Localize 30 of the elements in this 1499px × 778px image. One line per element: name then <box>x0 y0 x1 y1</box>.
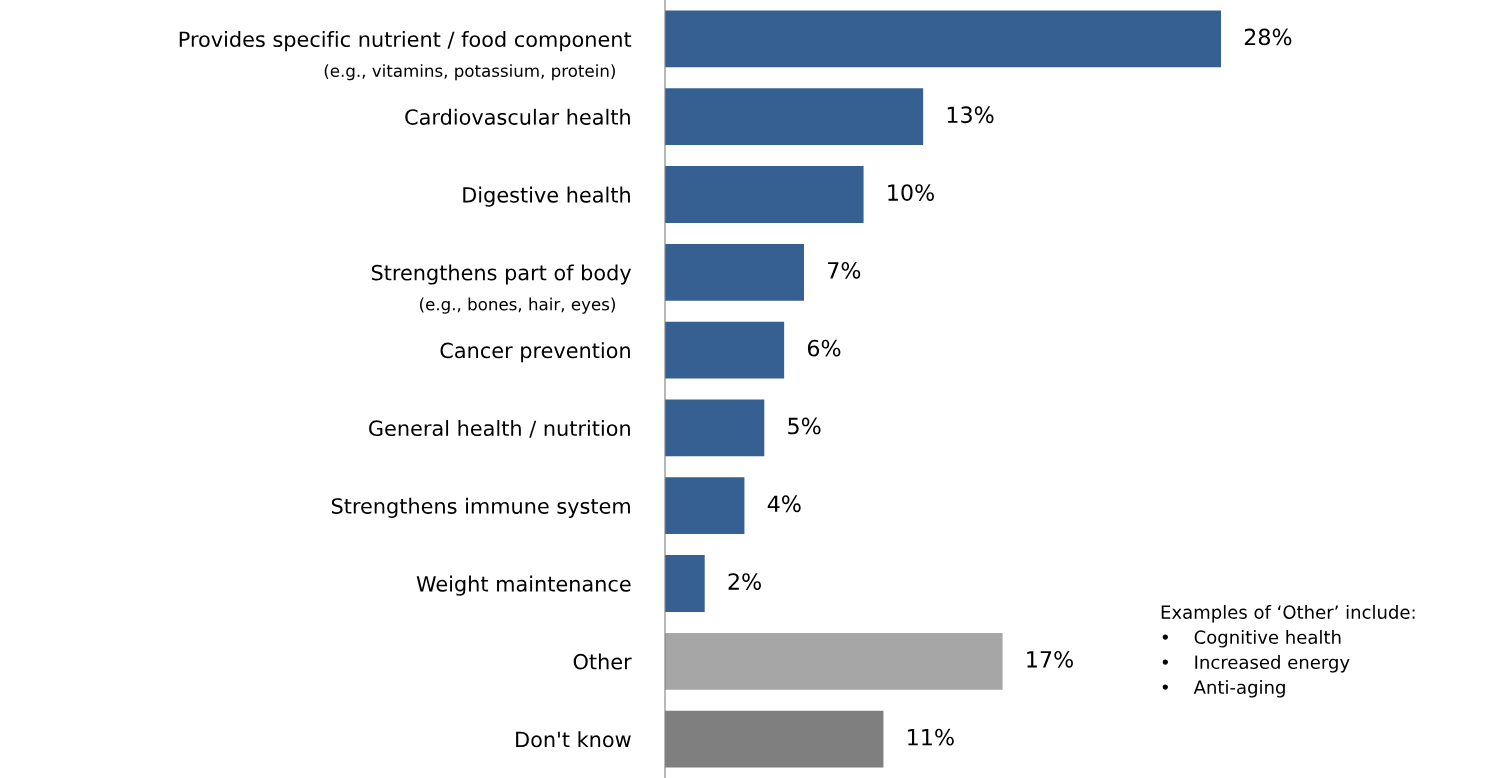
bar <box>665 477 745 535</box>
y-tick-label: Cancer prevention <box>440 342 630 363</box>
category-label: Provides specific nutrient / food component (e.g., vitamins, potassium, protein) <box>179 30 632 81</box>
y-tick-label: Cardiovascular health <box>405 108 630 125</box>
data-label: 7% <box>828 261 861 279</box>
data-label: 6% <box>807 339 841 357</box>
data-label: 10% <box>888 184 934 201</box>
y-tick-label: Strengthens immune system <box>331 497 630 518</box>
y-tick-label: Weight maintenance <box>416 575 631 596</box>
category-label: Strengthens part of body (e.g., bones, hair, eyes) <box>371 264 632 314</box>
bar <box>665 166 864 223</box>
bar <box>665 399 765 457</box>
data-label: 11% <box>908 728 954 746</box>
bar <box>665 632 1003 690</box>
bar <box>665 243 804 301</box>
y-tick-label: Digestive health <box>463 186 630 207</box>
data-label: 2% <box>728 573 761 590</box>
bar <box>665 555 705 612</box>
data-label: 5% <box>788 417 821 435</box>
data-label: 13% <box>947 106 994 124</box>
bar <box>665 10 1221 68</box>
data-label: 28% <box>1244 28 1292 46</box>
y-tick-label: General health / nutrition <box>369 419 630 438</box>
annotation: Examples of ‘Other’ include: • Cognitive health • Increased energy • Anti-aging <box>1161 605 1415 698</box>
bar <box>665 88 924 146</box>
data-label: 4% <box>767 495 801 513</box>
y-tick-label: Other <box>573 653 632 670</box>
bar <box>665 321 785 379</box>
data-label: 17% <box>1027 650 1073 668</box>
y-tick-label: Don't know <box>516 731 631 748</box>
